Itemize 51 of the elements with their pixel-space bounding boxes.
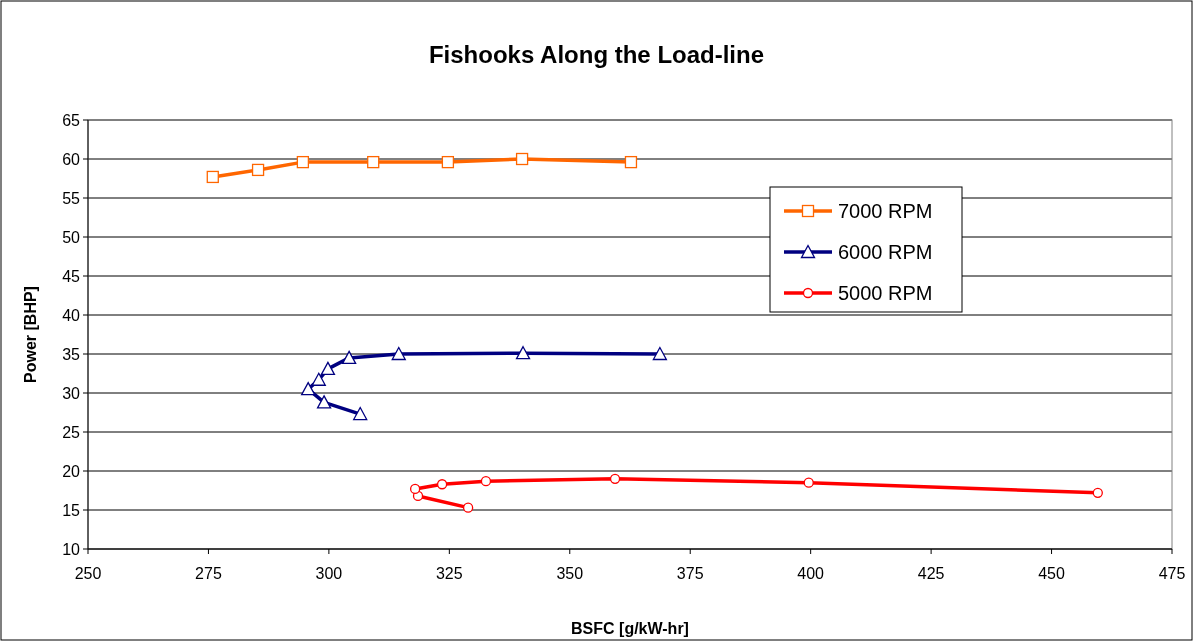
- y-tick-label: 35: [62, 345, 81, 363]
- point: [301, 381, 316, 396]
- x-axis-title: BSFC [g/kW-hr]: [571, 620, 689, 637]
- y-tick-label: 30: [62, 384, 81, 402]
- point: [206, 170, 219, 184]
- point: [803, 477, 814, 488]
- point: [391, 346, 406, 361]
- y-tick-label: 10: [62, 540, 81, 558]
- legend-label: 5000 RPM: [838, 282, 933, 304]
- x-tick-label: 400: [797, 565, 825, 582]
- point: [515, 346, 531, 360]
- legend-label: 6000 RPM: [838, 241, 933, 263]
- point: [341, 350, 357, 365]
- x-tick-label: 300: [315, 565, 343, 582]
- point: [515, 152, 529, 166]
- y-tick-label: 20: [62, 462, 81, 480]
- y-tick-label: 45: [62, 267, 81, 285]
- point: [1092, 487, 1103, 498]
- y-tick-label: 15: [62, 501, 81, 519]
- y-tick-label: 50: [62, 228, 81, 246]
- x-tick-label: 250: [74, 565, 102, 582]
- y-tick-label: 55: [62, 189, 81, 207]
- point: [320, 361, 336, 375]
- y-tick-label: 65: [62, 111, 81, 129]
- point: [441, 155, 455, 169]
- point: [367, 155, 380, 169]
- y-tick-label: 25: [62, 423, 81, 441]
- point: [251, 163, 265, 177]
- point: [652, 346, 668, 361]
- point: [353, 406, 368, 421]
- chart-title: Fishooks Along the Load-line: [428, 41, 765, 68]
- x-tick-label: 475: [1158, 565, 1186, 582]
- x-tick-label: 425: [917, 565, 945, 582]
- point: [436, 479, 448, 490]
- point: [296, 155, 310, 169]
- x-tick-label: 375: [676, 565, 704, 582]
- point: [480, 475, 492, 487]
- y-tick-label: 40: [62, 306, 81, 324]
- y-axis-title: Power [BHP]: [22, 286, 39, 383]
- x-tick-label: 350: [556, 565, 584, 582]
- x-tick-label: 275: [195, 565, 222, 582]
- legend-label: 7000 RPM: [838, 200, 933, 222]
- point: [609, 473, 621, 484]
- x-tick-label: 450: [1038, 565, 1065, 582]
- point: [462, 502, 474, 513]
- point: [624, 155, 638, 169]
- y-tick-label: 60: [62, 150, 81, 168]
- point: [316, 395, 332, 409]
- x-tick-label: 325: [435, 565, 463, 582]
- point: [409, 483, 421, 495]
- point: [311, 372, 326, 386]
